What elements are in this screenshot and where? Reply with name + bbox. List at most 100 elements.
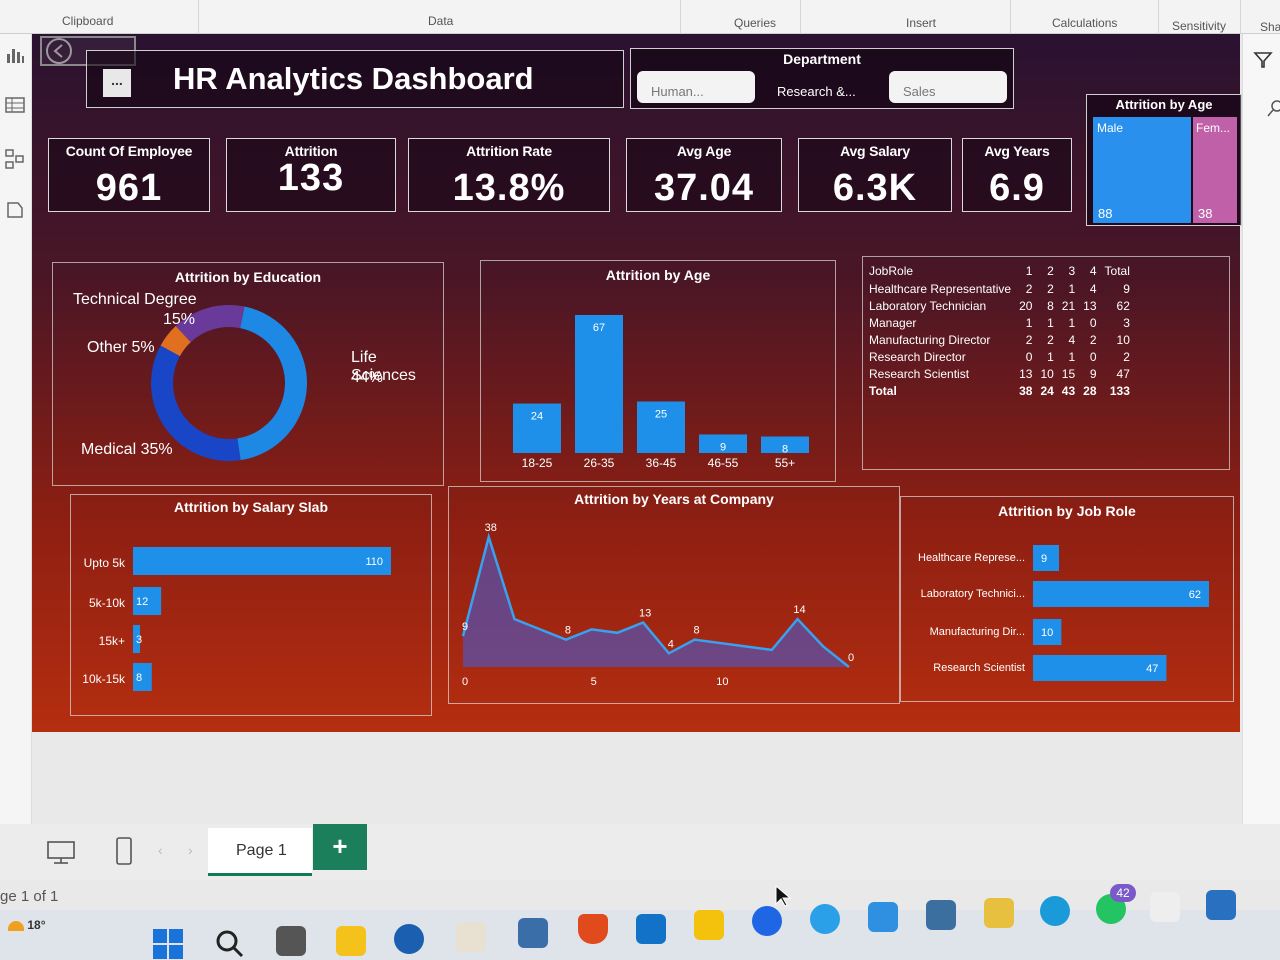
filter-icon[interactable] (1253, 50, 1273, 75)
kpi-avg-salary[interactable]: Avg Salary 6.3K (798, 138, 952, 212)
matrix-cell: 4 (1068, 333, 1076, 347)
salary-category-label: Upto 5k (84, 556, 126, 570)
age-bar-label: 8 (782, 444, 788, 456)
years-point-label: 38 (485, 522, 497, 534)
jobrole-category-label: Manufacturing Dir... (930, 626, 1025, 638)
years-point-label: 14 (793, 604, 805, 616)
brave-icon[interactable] (578, 914, 608, 944)
report-canvas: ... HR Analytics Dashboard Department Hu… (32, 34, 1242, 732)
model-view-icon[interactable] (4, 148, 26, 169)
remote-desktop-icon[interactable] (1206, 890, 1236, 920)
zoom-icon[interactable] (752, 906, 782, 936)
male-value: 88 (1098, 206, 1113, 221)
search-icon[interactable] (1267, 98, 1280, 123)
chart-title: Attrition by Education (174, 269, 322, 285)
edge-icon[interactable] (1040, 896, 1070, 926)
jobrole-matrix[interactable]: JobRole 1 2 3 4 Total Healthcare Representativ… (862, 256, 1230, 470)
whatsapp-icon[interactable]: 42 (1096, 884, 1136, 924)
page-tab-1[interactable]: Page 1 (208, 828, 312, 876)
matrix-header-cell[interactable]: 3 (1068, 264, 1076, 278)
kpi-label: Attrition (284, 143, 338, 159)
table-view-icon[interactable] (4, 96, 26, 116)
donut-slice-other (160, 326, 191, 357)
prev-page-icon[interactable]: ‹ (158, 842, 163, 858)
salary-bar (133, 663, 152, 691)
matrix-cell: 9 (1123, 282, 1130, 296)
matrix-cell: 4 (1089, 282, 1097, 296)
matrix-cell: 28 (1083, 384, 1097, 398)
kpi-avg-years[interactable]: Avg Years 6.9 (962, 138, 1072, 212)
weather-temp: 18° (27, 918, 46, 932)
attrition-by-gender-treemap[interactable]: Attrition by Age Male 88 Fem... 38 (1086, 94, 1242, 226)
matrix-header-cell[interactable]: 4 (1089, 264, 1097, 278)
attrition-by-jobrole-chart[interactable]: Attrition by Job Role Healthcare Represe… (900, 496, 1234, 702)
kpi-attrition[interactable]: Attrition 133 (226, 138, 396, 212)
slicer-option-research[interactable]: Research &... (777, 84, 856, 99)
kpi-attrition-rate[interactable]: Attrition Rate 13.8% (408, 138, 610, 212)
more-options-button[interactable]: ... (103, 69, 131, 97)
search-taskbar-icon[interactable] (214, 928, 244, 958)
dell-icon[interactable] (394, 924, 424, 954)
ribbon-group-share[interactable]: Sha (1260, 20, 1280, 34)
ribbon-group-clipboard[interactable]: Clipboard (62, 14, 114, 28)
attrition-by-age-chart[interactable]: Attrition by Age 24 18-25 67 26-35 25 36-45 9 4… (480, 260, 836, 482)
slicer-option-human[interactable]: Human... (637, 71, 755, 103)
sync-icon[interactable] (810, 904, 840, 934)
treemap-male[interactable]: Male 88 (1093, 117, 1191, 223)
slicer-option-sales[interactable]: Sales (889, 71, 1007, 103)
age-bar-label: 9 (720, 441, 726, 453)
store-icon[interactable] (456, 922, 486, 952)
attrition-by-years-chart[interactable]: Attrition by Years at Company 9 38 8 13 4 8 14… (448, 486, 900, 704)
age-category-label: 36-45 (646, 456, 677, 470)
kpi-avg-age[interactable]: Avg Age 37.04 (626, 138, 782, 212)
weather-widget[interactable]: 18° (8, 918, 46, 932)
education-donut (151, 305, 307, 461)
desktop-layout-icon[interactable] (46, 838, 78, 871)
file-explorer-icon[interactable] (336, 926, 366, 956)
matrix-header-cell[interactable]: 2 (1047, 264, 1054, 278)
female-label: Fem... (1196, 121, 1231, 135)
ribbon-group-queries[interactable]: Queries (734, 16, 777, 30)
matrix-cell: Manager (869, 316, 917, 330)
attrition-by-salary-chart[interactable]: Attrition by Salary Slab Upto 5k 110 5k-10… (70, 494, 432, 716)
attrition-by-education-chart[interactable]: Attrition by Education Technical Degree … (52, 262, 444, 486)
report-view-icon[interactable] (4, 46, 26, 66)
page-navigation-bar: ‹ › Page 1 + (0, 824, 1280, 880)
task-view-icon[interactable] (276, 926, 306, 956)
onedrive-icon[interactable] (868, 902, 898, 932)
view-sidebar (0, 34, 32, 824)
ribbon-group-insert[interactable]: Insert (906, 16, 937, 30)
matrix-header-cell[interactable]: JobRole (869, 264, 914, 278)
ribbon-group-data[interactable]: Data (428, 14, 454, 28)
next-page-icon[interactable]: › (188, 842, 193, 858)
start-icon[interactable] (152, 928, 184, 960)
matrix-cell: 3 (1123, 316, 1130, 330)
kpi-count-of-employee[interactable]: Count Of Employee 961 (48, 138, 210, 212)
kpi-label: Avg Age (676, 143, 732, 159)
mysql-icon[interactable] (926, 900, 956, 930)
salary-bar (133, 547, 391, 575)
matrix-header-cell[interactable]: Total (1104, 264, 1130, 278)
matrix-cell: Total (869, 384, 897, 398)
matrix-row: Manager 1 1 1 0 3 (865, 315, 1134, 332)
matrix-cell: 1 (1025, 316, 1033, 330)
treemap-female[interactable]: Fem... 38 (1193, 117, 1237, 223)
matrix-cell: 1 (1068, 282, 1076, 296)
years-x-tick: 5 (591, 676, 597, 688)
sticky-notes-icon[interactable] (694, 910, 724, 940)
matrix-cell: 1 (1047, 350, 1054, 364)
ribbon-group-sensitivity[interactable]: Sensitivity (1172, 19, 1227, 33)
add-page-button[interactable]: + (313, 824, 367, 870)
app-icon[interactable] (1150, 892, 1180, 922)
salary-bar (133, 625, 141, 653)
ribbon-group-calculations[interactable]: Calculations (1052, 16, 1118, 30)
age-bars: 24 18-25 67 26-35 25 36-45 9 46-55 855+ (513, 315, 809, 470)
age-bar-label: 67 (593, 322, 605, 334)
calculator-icon[interactable] (518, 918, 548, 948)
matrix-header-cell[interactable]: 1 (1025, 264, 1033, 278)
mobile-layout-icon[interactable] (114, 836, 134, 871)
outlook-icon[interactable] (636, 914, 666, 944)
jobrole-category-label: Laboratory Technici... (921, 588, 1025, 600)
dax-view-icon[interactable] (4, 200, 26, 220)
snipping-tool-icon[interactable] (984, 898, 1014, 928)
